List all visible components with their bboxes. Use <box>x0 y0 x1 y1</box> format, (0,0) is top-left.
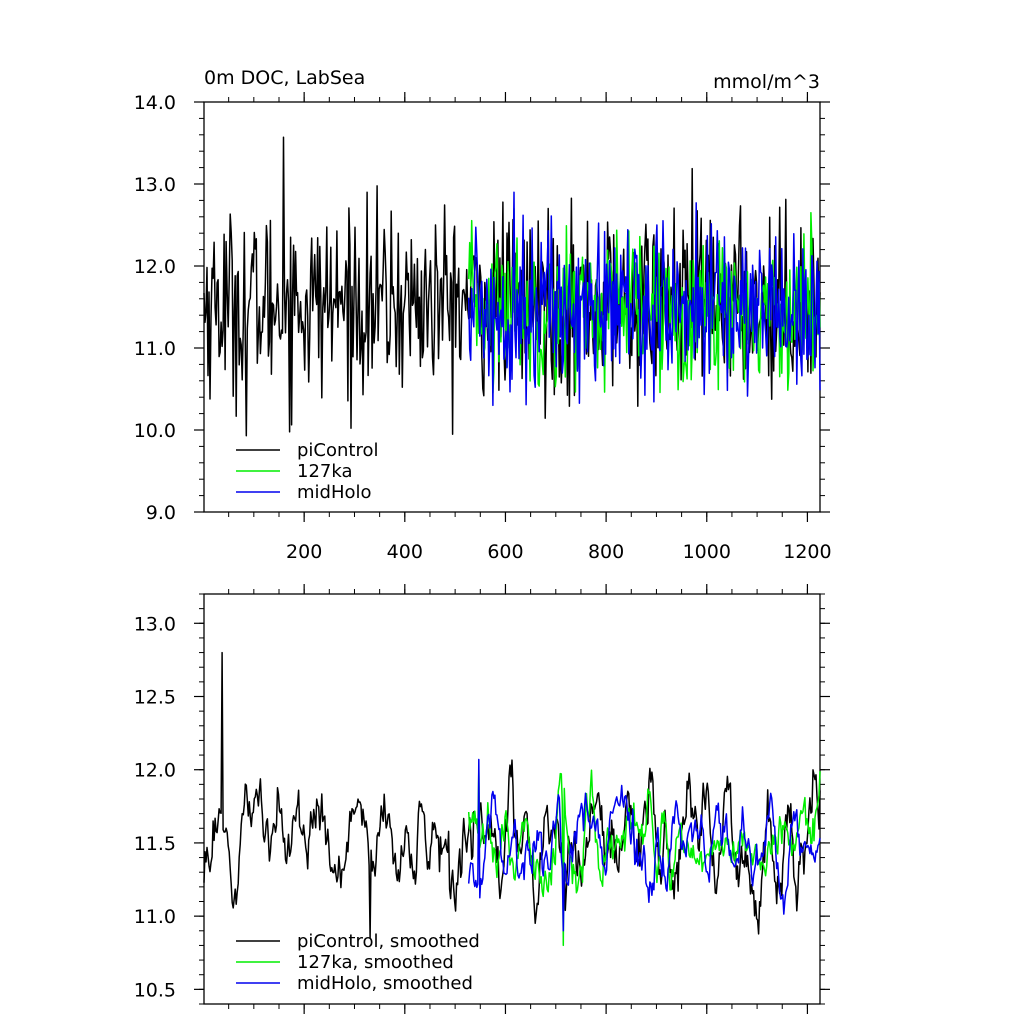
top-series-lines <box>203 136 821 437</box>
top-xtick-label: 1000 <box>683 541 731 563</box>
bottom-series-line-midholo-smoothed <box>467 758 821 932</box>
top-ytick-label: 13.0 <box>134 174 176 196</box>
top-xtick-label: 600 <box>487 541 523 563</box>
bottom-ytick-label: 10.5 <box>134 979 176 1001</box>
top-xtick-label: 400 <box>387 541 423 563</box>
bottom-ytick-label: 12.5 <box>134 687 176 709</box>
bottom-ytick-label: 11.0 <box>134 906 176 928</box>
bottom-ytick-label: 12.0 <box>134 760 176 782</box>
top-axis-ticks: 9.0 10.0 11.0 12.0 13.0 14.0 200 400 600 800 1000 1… <box>134 92 832 563</box>
top-legend-label-picontrol: piControl <box>297 440 379 461</box>
top-legend-label-127ka: 127ka <box>297 461 353 482</box>
bottom-series-lines <box>203 651 821 947</box>
top-xtick-label: 800 <box>588 541 624 563</box>
top-ytick-label: 14.0 <box>134 92 176 114</box>
bottom-axis-ticks: 10.5 11.0 11.5 12.0 12.5 13.0 <box>134 584 830 1014</box>
bottom-legend-label-picontrol: piControl, smoothed <box>297 931 480 952</box>
bottom-panel: 10.5 11.0 11.5 12.0 12.5 13.0 piControl, smoo… <box>134 584 830 1014</box>
top-series-line-midholo <box>467 191 821 407</box>
top-title-right: mmol/m^3 <box>713 71 820 93</box>
top-ytick-label: 12.0 <box>134 256 176 278</box>
top-xtick-label: 1200 <box>783 541 831 563</box>
bottom-series-line-127ka-smoothed <box>467 768 821 947</box>
top-title-left: 0m DOC, LabSea <box>204 67 365 89</box>
bottom-ytick-label: 13.0 <box>134 613 176 635</box>
bottom-legend: piControl, smoothed 127ka, smoothed midH… <box>236 931 480 994</box>
bottom-legend-label-127ka: 127ka, smoothed <box>297 952 454 973</box>
bottom-legend-label-midholo: midHolo, smoothed <box>297 973 473 994</box>
bottom-ytick-label: 11.5 <box>134 833 176 855</box>
top-ytick-label: 9.0 <box>146 502 176 524</box>
top-ytick-label: 10.0 <box>134 420 176 442</box>
top-legend: piControl 127ka midHolo <box>236 440 379 503</box>
top-xtick-label: 200 <box>286 541 322 563</box>
bottom-series-line-picontrol-smoothed <box>203 651 821 939</box>
top-panel: 0m DOC, LabSea mmol/m^3 9.0 10.0 11.0 12.0 1… <box>134 67 832 563</box>
top-legend-label-midholo: midHolo <box>297 482 372 503</box>
top-ytick-label: 11.0 <box>134 338 176 360</box>
